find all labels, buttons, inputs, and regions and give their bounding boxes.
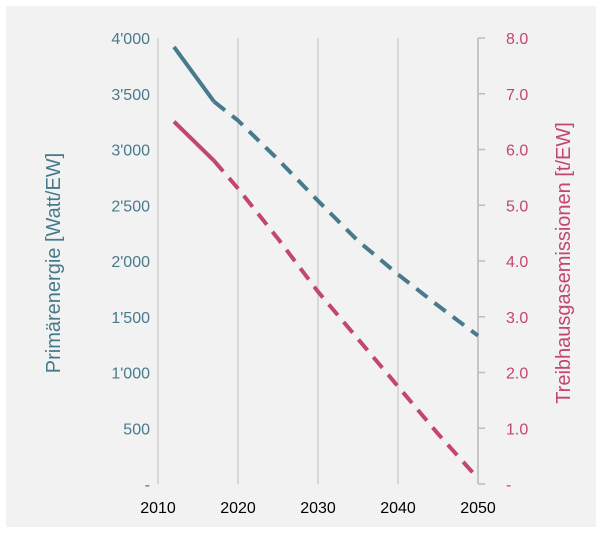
left-axis-title: Primärenergie [Watt/EW] [43, 153, 65, 373]
series-layer [172, 45, 480, 480]
right-tick-label-2: 2.0 [506, 366, 528, 383]
right-tick-label-8: 8.0 [506, 31, 528, 48]
left-tick-label-8: 4'000 [111, 31, 150, 48]
left-tick-label-7: 3'500 [111, 87, 150, 104]
ticks-layer: 2010 2020 2030 2040 2050-5001'0001'5002'0002… [111, 31, 528, 517]
left-tick-label-4: 2'000 [111, 254, 150, 271]
right-tick-label-3: 3.0 [506, 310, 528, 327]
x-tick-label-2: 2030 [300, 500, 336, 517]
right-tick-label-7: 7.0 [506, 87, 528, 104]
x-tick-label-4: 2050 [460, 500, 496, 517]
x-tick-label-0: 2010 [140, 500, 176, 517]
series-0-solid-line [172, 45, 216, 103]
series-0-dashed-line [212, 100, 480, 338]
right-tick-label-0: - [506, 477, 511, 494]
right-tick-label-5: 5.0 [506, 198, 528, 215]
series-1-solid-line [172, 120, 216, 163]
left-tick-label-6: 3'000 [111, 143, 150, 160]
x-tick-label-1: 2020 [220, 500, 256, 517]
left-tick-label-0: - [145, 477, 150, 494]
series-1-dashed-line [212, 159, 480, 480]
left-tick-label-5: 2'500 [111, 198, 150, 215]
right-axis-title: Treibhausgasemissionen [t/EW] [553, 122, 575, 404]
right-tick-label-4: 4.0 [506, 254, 528, 271]
chart-background [6, 6, 596, 527]
right-tick-label-6: 6.0 [506, 143, 528, 160]
right-tick-label-1: 1.0 [506, 421, 528, 438]
left-tick-label-1: 500 [123, 421, 150, 438]
left-tick-label-2: 1'000 [111, 366, 150, 383]
grid [157, 37, 485, 485]
left-tick-label-3: 1'500 [111, 310, 150, 327]
x-tick-label-3: 2040 [380, 500, 416, 517]
